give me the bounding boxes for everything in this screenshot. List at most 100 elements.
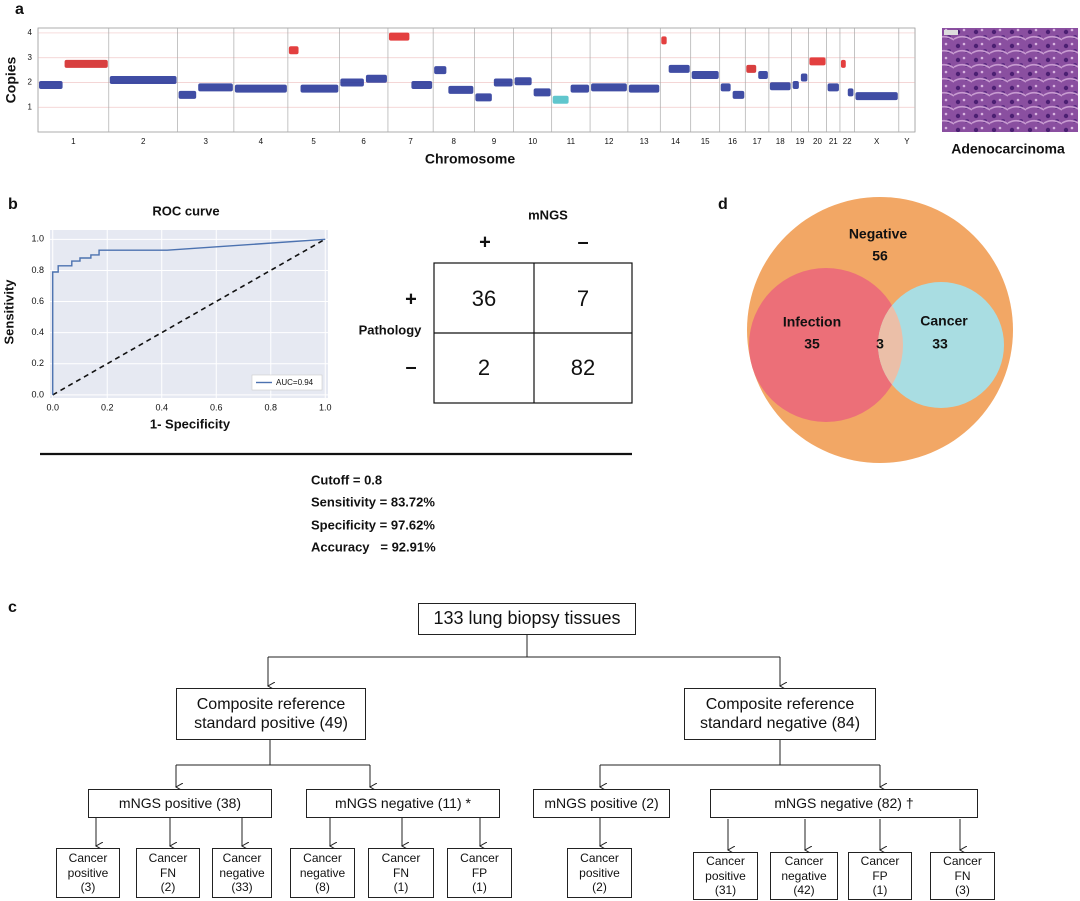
copy-segment <box>840 59 846 68</box>
venn-cancer <box>878 282 1004 408</box>
flow-node-text: mNGS negative (82) † <box>774 795 914 812</box>
flow-node-text: Composite reference <box>196 695 346 713</box>
chart-title: ROC curve <box>152 203 219 218</box>
copy-segment <box>800 73 808 82</box>
image-caption: Adenocarcinoma <box>951 141 1065 157</box>
x-tick-label: 1.0 <box>319 402 332 412</box>
table-cell: 7 <box>577 286 589 311</box>
x-tick-label: 12 <box>605 137 614 146</box>
flow-node-text: (1) <box>472 880 487 895</box>
flow-node: Cancer negative (8) <box>290 848 355 898</box>
venn-label: Infection <box>783 314 841 330</box>
copy-segment <box>792 80 799 89</box>
venn-count: 33 <box>932 336 948 352</box>
x-tick-label: 17 <box>753 137 762 146</box>
copy-segment <box>300 84 339 93</box>
x-tick-label: 22 <box>843 137 852 146</box>
flow-node-text: (2) <box>592 880 607 895</box>
y-axis-label: Sensitivity <box>1 279 16 345</box>
copy-segment <box>661 36 667 45</box>
flow-node: mNGS negative (82) † <box>710 789 978 818</box>
flow-node: mNGS negative (11) * <box>306 789 500 818</box>
flow-node: Cancer positive (3) <box>56 848 120 898</box>
column-label: – <box>577 231 588 253</box>
flow-node-text: negative <box>299 865 346 880</box>
x-tick-label: 8 <box>452 137 457 146</box>
histology-image <box>942 28 1078 132</box>
copy-segment <box>827 83 839 92</box>
venn-label: Negative <box>849 226 908 242</box>
y-axis-label: Copies <box>3 56 19 103</box>
x-tick-label: 4 <box>259 137 264 146</box>
copy-segment <box>411 80 433 89</box>
flow-node-text: FN <box>160 865 176 880</box>
venn-infection <box>749 268 903 422</box>
copy-segment <box>720 83 731 92</box>
flow-node-text: (1) <box>872 883 888 898</box>
flow-node: Cancer positive (31) <box>693 852 758 900</box>
x-tick-label: 9 <box>492 137 497 146</box>
x-tick-label: 11 <box>567 137 576 146</box>
copy-segment <box>340 78 364 87</box>
venn-count: 35 <box>804 336 820 352</box>
flow-node-text: positive <box>67 865 109 880</box>
flow-node-text: (42) <box>793 883 815 898</box>
table-cell: 82 <box>571 355 595 380</box>
flow-node-text: (3) <box>955 883 970 898</box>
copy-segment <box>388 32 410 41</box>
flow-node-text: Cancer <box>706 854 745 869</box>
panel-label: b <box>8 196 18 213</box>
x-tick-label: 5 <box>311 137 316 146</box>
copy-segment <box>475 93 492 102</box>
flow-node-text: standard positive (49) <box>194 715 348 732</box>
flow-node: Cancer FP (1) <box>447 848 512 898</box>
y-tick-label: 2 <box>28 78 33 87</box>
flow-node-text: mNGS positive (38) <box>118 795 242 812</box>
flow-node-text: (8) <box>315 880 330 895</box>
x-tick-label: 0.8 <box>265 402 278 412</box>
y-tick-label: 0.6 <box>31 296 44 306</box>
flow-node: Composite reference standard positive (49… <box>176 688 366 740</box>
y-tick-label: 4 <box>28 28 33 37</box>
table-cell: 2 <box>478 355 490 380</box>
copy-segment <box>552 95 569 104</box>
y-tick-label: 0.0 <box>31 389 44 399</box>
flow-node-text: (33) <box>231 880 253 895</box>
copy-segment <box>809 57 826 66</box>
x-tick-label: 0.0 <box>46 402 59 412</box>
x-tick-label: 15 <box>701 137 710 146</box>
copy-segment <box>109 76 177 84</box>
roc-line <box>52 238 326 395</box>
x-tick-label: 19 <box>796 137 805 146</box>
x-axis-label: Chromosome <box>425 151 515 167</box>
x-tick-label: 0.2 <box>101 402 114 412</box>
copy-segment <box>628 84 660 93</box>
row-label: + <box>405 288 417 310</box>
flow-node-text: (2) <box>160 880 176 895</box>
table-cell: 36 <box>472 286 496 311</box>
flow-node-text: FP <box>872 868 888 883</box>
stat-line: Accuracy = 92.91% <box>311 539 436 554</box>
table-title: mNGS <box>528 207 568 222</box>
copy-segment <box>234 84 287 93</box>
copy-segment <box>758 71 768 80</box>
flow-node: Cancer FN (3) <box>930 852 995 900</box>
copy-segment <box>493 78 513 87</box>
flow-node-text: mNGS positive (2) <box>544 795 659 812</box>
copy-segment <box>732 90 745 99</box>
column-label: + <box>479 231 491 253</box>
copy-segment <box>288 46 299 55</box>
flow-node-text: Cancer <box>784 854 824 869</box>
flow-node-text: FN <box>393 865 409 880</box>
flow-node-text: (31) <box>714 883 737 898</box>
flow-node-text: negative <box>781 868 827 883</box>
copy-segment <box>365 74 387 83</box>
copy-segment <box>691 71 719 80</box>
panel-label: a <box>15 1 24 18</box>
flow-node-text: FN <box>954 868 971 883</box>
flow-node-text: 133 lung biopsy tissues <box>433 608 621 629</box>
row-label: – <box>405 356 416 378</box>
copy-segment <box>39 80 63 89</box>
